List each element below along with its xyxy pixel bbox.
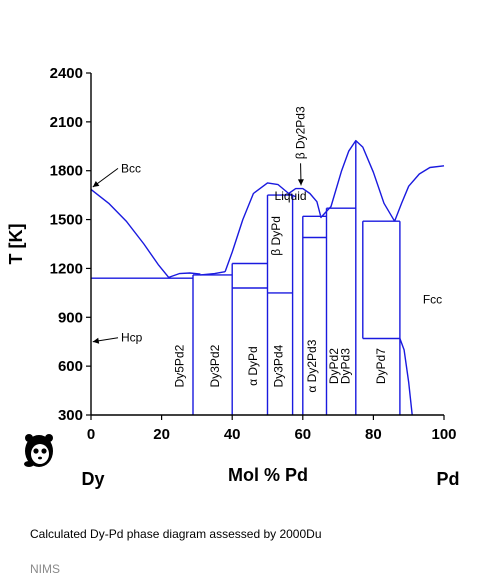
figure-caption: Calculated Dy-Pd phase diagram assessed … bbox=[30, 527, 322, 541]
phase-boundary-6 bbox=[393, 165, 445, 222]
y-tick-label: 1800 bbox=[50, 163, 83, 180]
annotation-arrowhead bbox=[92, 337, 100, 344]
phase-label: Dy3Pd4 bbox=[271, 344, 285, 387]
phase-boundary-4 bbox=[288, 187, 322, 216]
phase-boundary-3 bbox=[224, 182, 296, 272]
y-tick-label: 1500 bbox=[50, 212, 83, 229]
annotation-label: Hcp bbox=[121, 331, 143, 345]
plot-frame bbox=[90, 73, 444, 416]
y-tick-label: 2400 bbox=[50, 65, 83, 82]
x-tick-label: 40 bbox=[224, 426, 241, 443]
annotations: Bcc Liquid Hcp Fcc β Dy2Pd3 Dy5Pd2 Dy3Pd2 α DyP… bbox=[92, 106, 442, 393]
x-tick-label: 20 bbox=[153, 426, 170, 443]
y-tick-label: 600 bbox=[58, 358, 83, 375]
left-element-label: Dy bbox=[81, 469, 104, 489]
axis-ticks: 300 600 900 1200 1500 1800 2100 2400 0 20 40 60 80 10… bbox=[50, 65, 457, 443]
x-axis-title: Mol % Pd bbox=[228, 465, 308, 485]
phase-boundary-27 bbox=[399, 338, 413, 416]
x-tick-label: 100 bbox=[431, 426, 456, 443]
phase-label: β DyPd bbox=[269, 216, 283, 256]
phase-label: DyPd3 bbox=[339, 348, 353, 384]
source-credit: NIMS bbox=[30, 562, 60, 576]
x-tick-label: 60 bbox=[294, 426, 311, 443]
annotation-arrowhead bbox=[92, 181, 100, 187]
phase-label: Dy3Pd2 bbox=[208, 344, 222, 387]
phase-label: DyPd2 bbox=[327, 348, 341, 384]
phase-label: α DyPd bbox=[246, 346, 260, 386]
y-tick-label: 2100 bbox=[50, 114, 83, 131]
panda-logo bbox=[24, 434, 53, 467]
annotation-label: β Dy2Pd3 bbox=[294, 106, 308, 159]
y-axis-title: T [K] bbox=[6, 224, 26, 265]
x-tick-label: 80 bbox=[365, 426, 382, 443]
x-tick-label: 0 bbox=[87, 426, 95, 443]
y-tick-label: 300 bbox=[58, 407, 83, 424]
phase-label: DyPd7 bbox=[374, 348, 388, 384]
phase-label: Dy5Pd2 bbox=[173, 344, 187, 387]
phase-boundary-5 bbox=[319, 139, 396, 222]
y-tick-label: 1200 bbox=[50, 260, 83, 277]
y-tick-label: 900 bbox=[58, 309, 83, 326]
annotation-label: Fcc bbox=[423, 292, 442, 306]
phase-boundary-0 bbox=[90, 188, 170, 278]
phase-boundary-1 bbox=[168, 272, 201, 279]
right-element-label: Pd bbox=[436, 469, 459, 489]
annotation-label: Bcc bbox=[121, 161, 141, 175]
annotation-arrowhead bbox=[297, 179, 304, 186]
phase-label: α Dy2Pd3 bbox=[305, 339, 319, 392]
phase-boundaries bbox=[90, 139, 445, 416]
annotation-label: Liquid bbox=[275, 189, 307, 203]
